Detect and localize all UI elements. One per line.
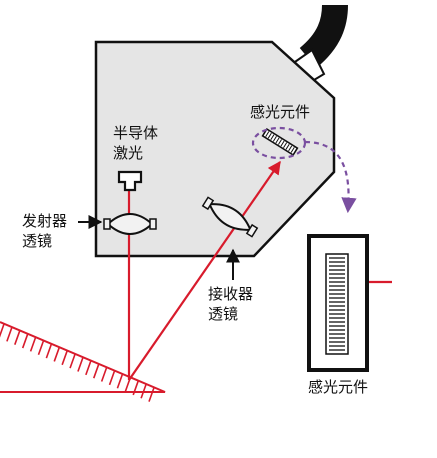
semiconductor-laser-label-2: 激光 — [113, 144, 143, 162]
target-surface — [0, 321, 166, 402]
emitter-lens-label: 发射器 — [22, 212, 67, 230]
photosensor-element — [261, 127, 299, 157]
semiconductor-laser-label: 半导体 — [113, 124, 158, 142]
receiver-lens-label: 接收器 — [208, 285, 253, 303]
photosensor-top-label: 感光元件 — [250, 103, 310, 121]
sensor-housing — [94, 40, 336, 258]
receiver-lens — [201, 196, 259, 238]
photosensor-detail — [307, 234, 369, 372]
receiver-lens-label-2: 透镜 — [208, 305, 238, 323]
laser-diode-icon — [117, 170, 143, 192]
highlight-callout — [251, 126, 357, 214]
emitter-lens — [103, 213, 157, 235]
emitter-lens-label-2: 透镜 — [22, 232, 52, 250]
photosensor-detail-label: 感光元件 — [308, 378, 368, 396]
